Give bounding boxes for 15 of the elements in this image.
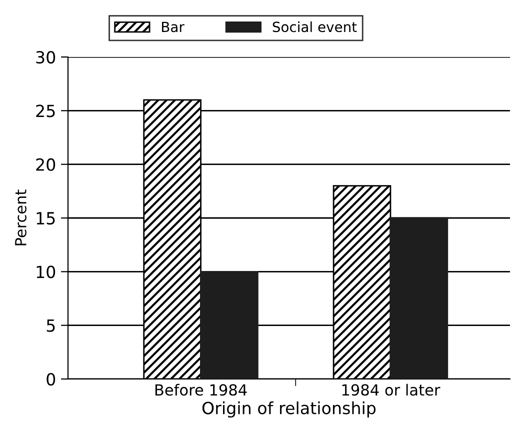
- legend-label: Bar: [162, 22, 184, 32]
- y-tick-label: 5: [46, 320, 55, 332]
- x-tick-label: Before 1984: [155, 384, 247, 396]
- x-axis-title: Origin of relationship: [202, 401, 376, 418]
- y-tick-label: 0: [46, 372, 56, 386]
- legend-label: Social event: [272, 21, 357, 32]
- y-tick-label: 25: [36, 104, 55, 118]
- y-tick-label: 15: [36, 212, 55, 225]
- y-tick-label: 20: [36, 158, 56, 171]
- bar: [200, 270, 258, 379]
- x-tick-label: 1984 or later: [342, 384, 440, 396]
- y-tick-label: 30: [36, 50, 56, 64]
- y-axis-title: Percent: [15, 190, 26, 246]
- y-tick-label: 10: [36, 266, 56, 278]
- bar: [390, 217, 448, 379]
